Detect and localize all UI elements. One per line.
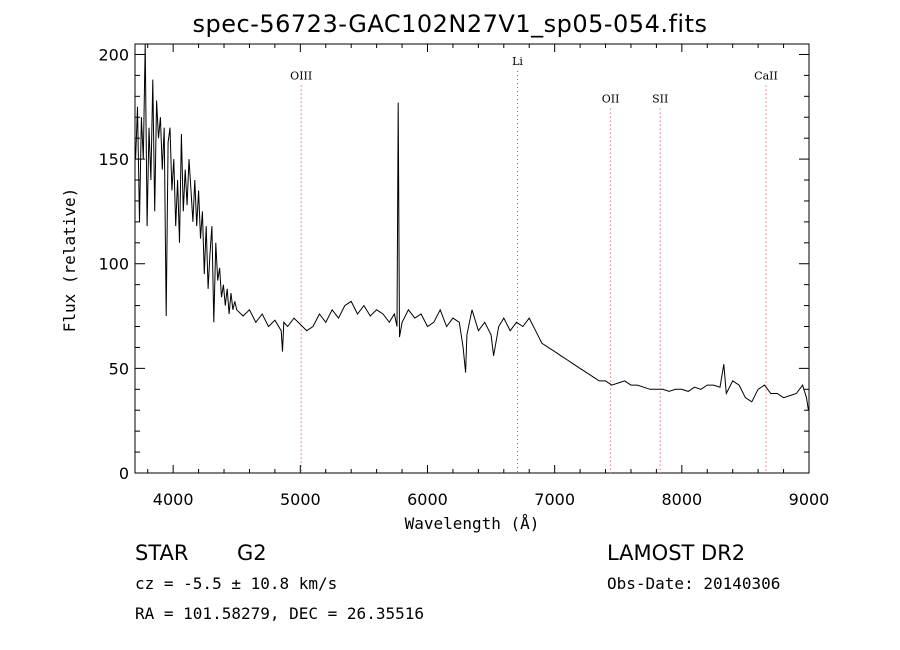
y-tick-label: 0 xyxy=(119,464,129,483)
x-tick-label: 6000 xyxy=(407,490,448,509)
x-tick-label: 8000 xyxy=(661,490,702,509)
ra-dec-coordinates: RA = 101.58279, DEC = 26.35516 xyxy=(135,604,424,623)
plot-frame xyxy=(134,43,810,474)
y-tick-label: 50 xyxy=(109,359,129,378)
object-type: STAR xyxy=(135,541,189,565)
y-tick-label: 100 xyxy=(98,255,129,274)
line-marker-label: CaII xyxy=(754,70,778,83)
line-marker-label: OII xyxy=(602,93,620,106)
line-marker-label: OIII xyxy=(290,70,312,83)
y-tick-label: 150 xyxy=(98,150,129,169)
x-tick-label: 5000 xyxy=(280,490,321,509)
chart-title: spec-56723-GAC102N27V1_sp05-054.fits xyxy=(192,10,708,38)
observation-date: Obs-Date: 20140306 xyxy=(607,574,781,593)
spectrum-line xyxy=(135,43,809,411)
y-tick-label: 200 xyxy=(98,45,129,64)
line-marker-label: Li xyxy=(512,55,523,68)
redshift-cz: cz = -5.5 ± 10.8 km/s xyxy=(135,574,338,593)
y-axis-label: Flux (relative) xyxy=(60,188,79,333)
survey-name: LAMOST DR2 xyxy=(607,541,746,565)
x-tick-label: 4000 xyxy=(153,490,194,509)
x-axis-label: Wavelength (Å) xyxy=(405,514,540,533)
line-marker-label: SII xyxy=(652,93,668,106)
x-tick-label: 9000 xyxy=(789,490,830,509)
spectral-subclass: G2 xyxy=(237,541,267,565)
x-tick-label: 7000 xyxy=(534,490,575,509)
